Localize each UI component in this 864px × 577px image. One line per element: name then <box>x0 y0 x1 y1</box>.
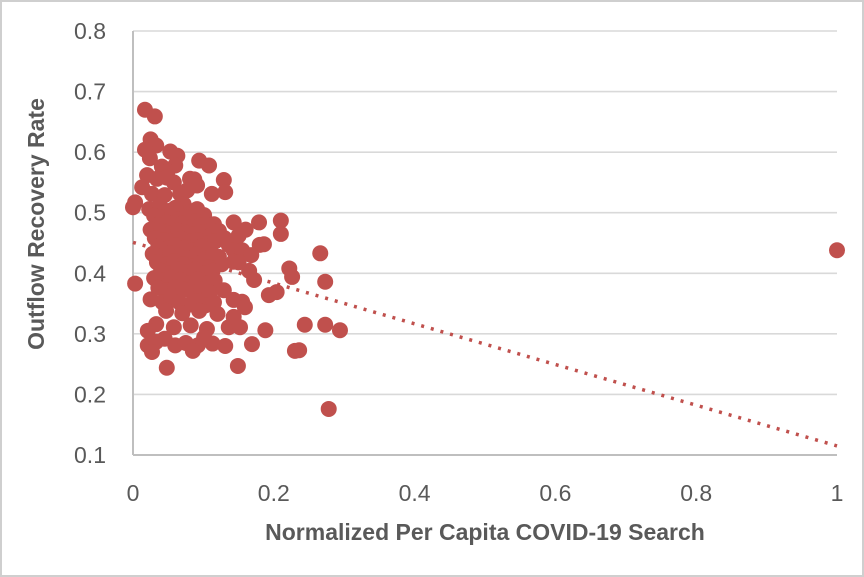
data-point <box>296 316 313 333</box>
x-tick-label: 1 <box>831 480 844 506</box>
data-point <box>229 357 246 374</box>
data-point <box>201 157 218 174</box>
data-point <box>144 185 161 202</box>
data-point <box>146 108 163 125</box>
data-point <box>215 172 232 189</box>
data-point <box>251 214 268 231</box>
data-point <box>191 302 208 319</box>
data-point <box>243 247 260 264</box>
data-point <box>272 212 289 229</box>
y-tick-label: 0.2 <box>74 381 106 407</box>
x-tick-label: 0 <box>127 480 140 506</box>
data-point <box>243 336 260 353</box>
data-point <box>317 273 334 290</box>
data-point <box>141 150 158 167</box>
data-point <box>184 342 201 359</box>
data-point <box>255 236 272 253</box>
x-axis-title: Normalized Per Capita COVID-19 Search <box>265 519 705 545</box>
data-point <box>144 344 161 361</box>
y-axis-title: Outflow Recovery Rate <box>23 98 49 350</box>
data-point <box>139 322 156 339</box>
data-point <box>217 337 234 354</box>
data-point <box>260 287 277 304</box>
y-tick-label: 0.3 <box>74 321 106 347</box>
data-point <box>215 282 232 299</box>
data-point <box>284 268 301 285</box>
data-point <box>165 319 182 336</box>
x-tick-label: 0.2 <box>258 480 290 506</box>
x-tick-label: 0.8 <box>680 480 712 506</box>
data-point <box>158 302 175 319</box>
data-point <box>209 305 226 322</box>
y-tick-label: 0.4 <box>74 260 106 286</box>
data-point <box>320 400 337 417</box>
data-point <box>312 245 329 262</box>
y-tick-label: 0.7 <box>74 79 106 105</box>
data-point <box>286 342 303 359</box>
data-point <box>236 299 253 316</box>
data-point <box>127 275 144 292</box>
data-point <box>174 305 191 322</box>
data-point <box>257 322 274 339</box>
data-point <box>125 199 141 216</box>
data-point <box>246 271 263 288</box>
data-point <box>203 185 220 202</box>
data-point <box>182 317 199 334</box>
y-tick-label: 0.1 <box>74 442 106 468</box>
data-point <box>272 225 289 242</box>
data-point <box>317 316 334 333</box>
data-point <box>225 308 242 325</box>
y-tick-label: 0.5 <box>74 200 106 226</box>
y-tick-label: 0.6 <box>74 139 106 165</box>
data-point <box>225 214 242 231</box>
data-point <box>331 322 348 339</box>
data-point <box>142 291 159 308</box>
x-tick-label: 0.4 <box>399 480 431 506</box>
data-point <box>829 242 845 259</box>
data-point <box>217 184 234 201</box>
data-point <box>196 329 213 346</box>
data-point <box>156 330 173 347</box>
x-tick-label: 0.6 <box>539 480 571 506</box>
y-tick-label: 0.8 <box>74 18 106 44</box>
data-point <box>158 359 175 376</box>
